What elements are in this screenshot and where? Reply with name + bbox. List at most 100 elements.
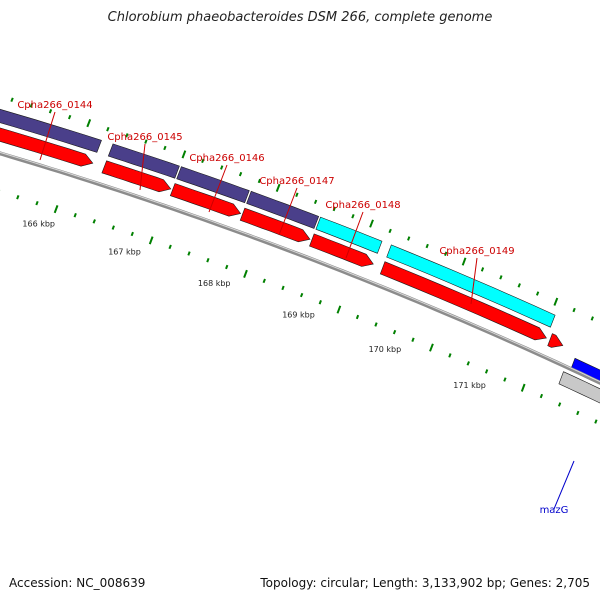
cds-arrow-fragment xyxy=(547,333,564,348)
scale-tick xyxy=(168,244,172,250)
scale-tick xyxy=(73,212,77,218)
gene-label-cpha266-0147[interactable]: Cpha266_0147 xyxy=(259,176,334,187)
scale-tick xyxy=(92,219,96,224)
outer-tick xyxy=(480,267,485,272)
gene-labels: Cpha266_0144 Cpha266_0145 Cpha266_0146 Cpha… xyxy=(17,100,575,516)
leader-line-cpha266-0144 xyxy=(39,111,56,161)
outer-tick xyxy=(499,275,503,280)
outer-tick xyxy=(369,219,374,228)
scale-tick xyxy=(35,200,39,206)
cog-block-cpha266-0148 xyxy=(315,216,383,254)
outer-tick xyxy=(144,139,148,144)
cog-block-cpha266-0146 xyxy=(176,166,250,204)
cds-arrow-cpha266-0149 xyxy=(379,261,547,341)
leader-line-cpha266-0146 xyxy=(208,164,228,213)
outer-tick xyxy=(590,316,594,321)
scale-tick xyxy=(318,300,322,305)
outer-tick xyxy=(553,297,559,306)
outer-tick xyxy=(163,145,167,151)
outer-tick xyxy=(86,119,92,128)
scale-tick xyxy=(53,205,59,214)
scale-tick xyxy=(466,361,470,366)
outer-tick xyxy=(444,251,448,256)
cds-arrow-cpha266-0144 xyxy=(0,127,94,167)
outer-tick xyxy=(67,114,72,120)
scale-tick xyxy=(225,264,229,270)
outer-tick xyxy=(535,291,540,296)
cds-arrow-cpha266-0148 xyxy=(309,233,374,267)
outer-tick xyxy=(388,228,392,234)
cog-block-cpha266-0149 xyxy=(386,244,556,328)
leader-line-cpha266-0145 xyxy=(139,143,146,191)
cog-block-cpha266-0145 xyxy=(107,143,180,179)
gene-label-cpha266-0148[interactable]: Cpha266_0148 xyxy=(325,200,400,211)
leader-line-cpha266-0149 xyxy=(470,257,478,305)
scale-tick xyxy=(411,337,415,342)
scale-label-171-kbp: 171 kbp xyxy=(453,381,486,390)
outer-tick xyxy=(10,97,14,102)
scale-tick xyxy=(355,314,360,320)
scale-tick-ring xyxy=(0,189,598,424)
scale-tick xyxy=(148,236,154,245)
gene-label-cpha266-0144[interactable]: Cpha266_0144 xyxy=(17,100,92,111)
scale-label-167-kbp: 167 kbp xyxy=(108,248,141,257)
outer-tick xyxy=(295,192,299,198)
outer-tick xyxy=(461,257,467,266)
backbone-highlight xyxy=(0,151,600,383)
genome-summary-text: Topology: circular; Length: 3,133,902 bp… xyxy=(260,576,590,590)
cog-block-mazg xyxy=(558,371,600,404)
cog-block-cpha266-0147 xyxy=(246,190,320,229)
scale-tick xyxy=(243,269,248,278)
scale-tick xyxy=(520,383,526,392)
scale-tick xyxy=(262,278,266,284)
leader-line-mazg xyxy=(553,460,575,510)
outer-tick xyxy=(517,283,521,288)
outer-tick xyxy=(407,236,411,241)
outer-tick xyxy=(181,150,187,159)
outer-tick xyxy=(48,109,53,114)
scale-tick xyxy=(187,251,191,256)
cds-arrow-cpha266-0146 xyxy=(169,183,242,217)
backbone-line xyxy=(0,151,600,385)
map-title: Chlorobium phaeobacteroides DSM 266, com… xyxy=(107,10,493,25)
cds-ring xyxy=(0,127,600,404)
scale-tick xyxy=(206,257,210,263)
scale-tick xyxy=(557,402,562,407)
outer-tick xyxy=(238,171,243,177)
scale-tick xyxy=(111,225,115,230)
gene-label-cpha266-0146[interactable]: Cpha266_0146 xyxy=(189,153,264,164)
outer-tick xyxy=(106,126,110,132)
scale-label-169-kbp: 169 kbp xyxy=(282,310,315,319)
scale-tick xyxy=(594,419,598,424)
outer-tick xyxy=(425,243,429,249)
outer-tick xyxy=(29,103,33,108)
scale-tick xyxy=(336,305,342,314)
gene-label-cpha266-0145[interactable]: Cpha266_0145 xyxy=(107,132,182,143)
gene-label-mazg[interactable]: mazG xyxy=(540,505,569,516)
outer-tick xyxy=(313,199,318,205)
scale-label-168-kbp: 168 kbp xyxy=(198,279,231,288)
scale-tick xyxy=(392,329,397,335)
scale-tick xyxy=(374,322,378,327)
scale-label-170-kbp: 170 kbp xyxy=(369,345,402,354)
scale-tick xyxy=(299,292,304,298)
outer-tick-ring xyxy=(10,97,594,321)
outer-tick xyxy=(351,214,355,219)
scale-tick xyxy=(576,410,580,416)
accession-text: Accession: NC_008639 xyxy=(9,576,146,590)
scale-label-166-kbp: 166 kbp xyxy=(22,220,55,229)
outer-tick xyxy=(332,206,336,212)
scale-tick xyxy=(503,377,507,382)
cog-ring xyxy=(0,108,556,328)
gene-label-cpha266-0149[interactable]: Cpha266_0149 xyxy=(439,246,514,257)
scale-tick xyxy=(484,369,489,374)
outer-tick xyxy=(201,158,205,164)
cds-arrow-cpha266-0145 xyxy=(101,160,172,193)
outer-tick xyxy=(257,178,262,184)
scale-tick xyxy=(281,285,285,291)
outer-tick xyxy=(220,165,224,170)
scale-tick xyxy=(448,353,452,358)
